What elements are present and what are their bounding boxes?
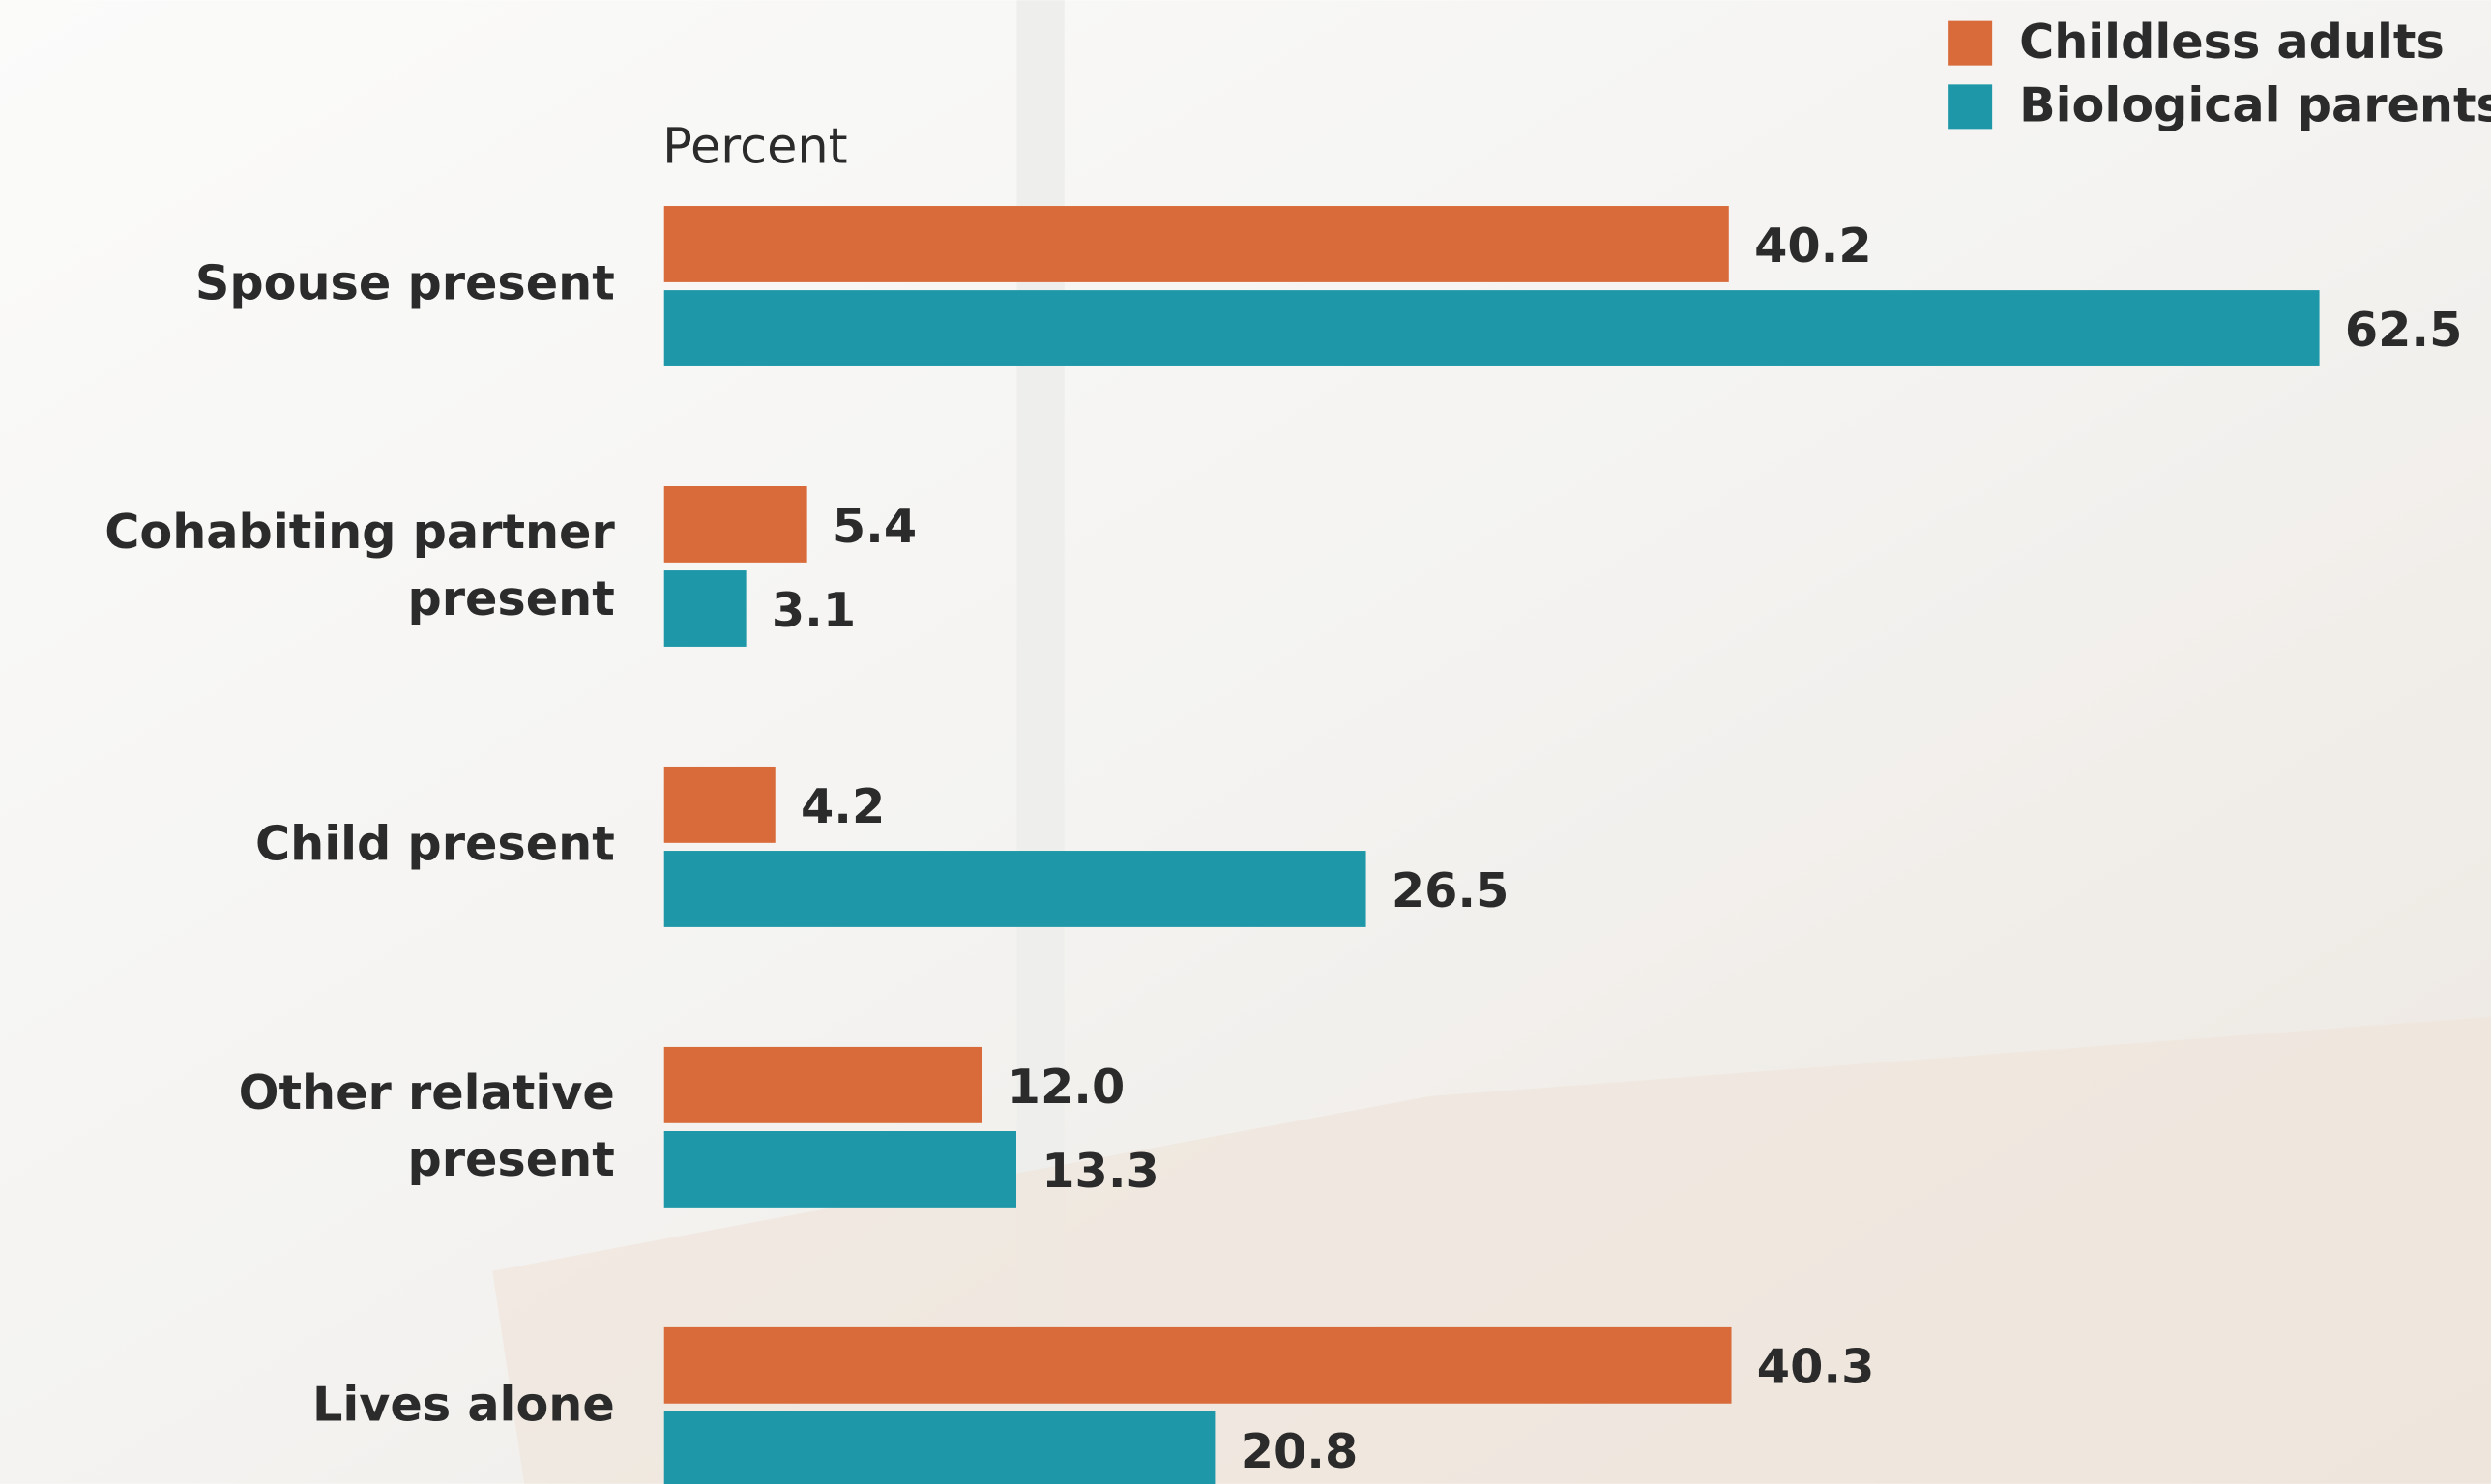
value-label: 40.2 xyxy=(1754,218,1872,274)
bar xyxy=(664,570,747,647)
bar xyxy=(664,767,776,843)
bar xyxy=(664,486,807,563)
legend-label: Childless adults xyxy=(2019,14,2445,70)
x-axis-label: Percent xyxy=(662,119,848,176)
value-label: 3.1 xyxy=(772,582,856,638)
chart: Percent Spouse present40.262.5Cohabiting… xyxy=(0,0,2491,1484)
bar xyxy=(664,1131,1016,1208)
bar xyxy=(664,290,2320,366)
value-label: 12.0 xyxy=(1008,1059,1126,1115)
value-label: 62.5 xyxy=(2345,302,2463,358)
bar xyxy=(664,1411,1216,1484)
bar xyxy=(664,851,1366,927)
value-label: 26.5 xyxy=(1392,862,1509,918)
value-label: 4.2 xyxy=(801,778,885,834)
legend-swatch xyxy=(1948,84,1992,129)
value-label: 13.3 xyxy=(1041,1143,1159,1199)
category-label: Child present xyxy=(255,815,615,871)
legend-swatch xyxy=(1948,21,1992,66)
value-label: 20.8 xyxy=(1241,1423,1359,1479)
value-label: 5.4 xyxy=(833,498,917,554)
category-label: Spouse present xyxy=(195,255,615,311)
page: {"chart_data": {"type": "hbar", "x_label… xyxy=(0,0,2491,1484)
bar xyxy=(664,1047,982,1123)
bar xyxy=(664,206,1729,282)
category-label: Lives alone xyxy=(312,1376,615,1432)
legend-label: Biological parents xyxy=(2019,76,2491,132)
bar xyxy=(664,1327,1732,1404)
value-label: 40.3 xyxy=(1757,1339,1875,1395)
